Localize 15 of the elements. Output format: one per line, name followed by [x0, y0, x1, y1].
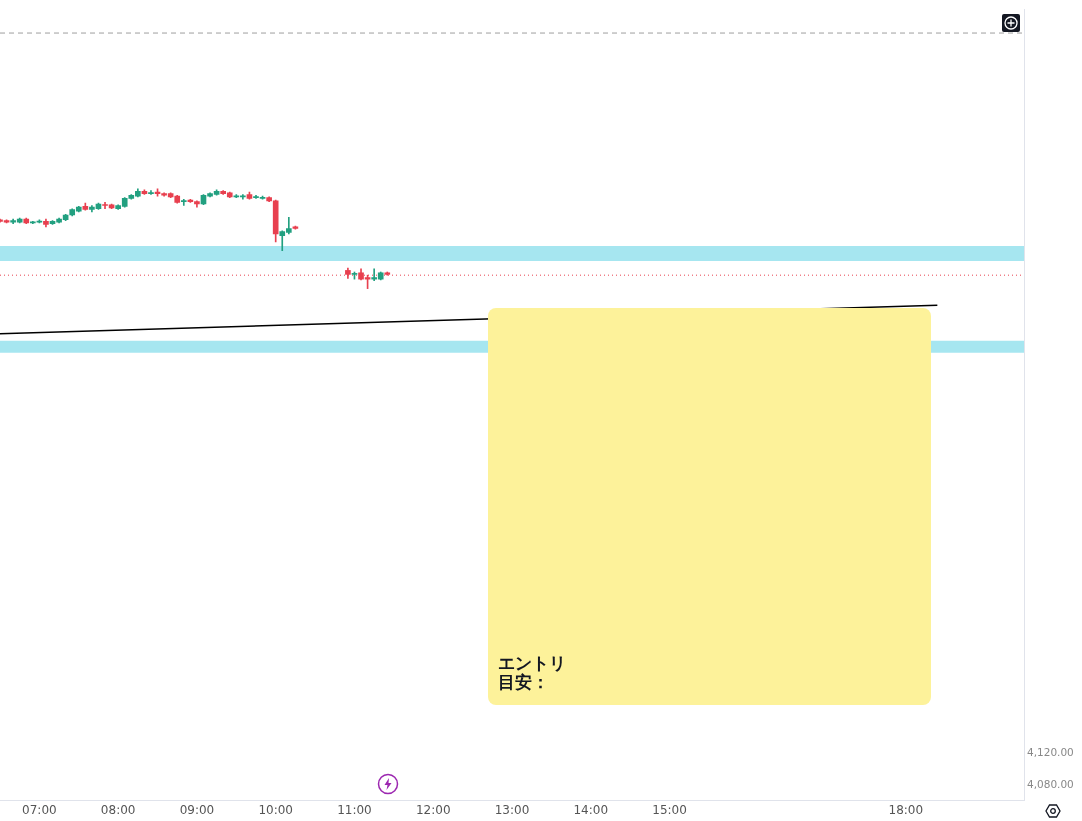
x-tick-label: 08:00: [100, 802, 136, 817]
annotation: 目安：: [498, 672, 550, 692]
x-tick-label: 10:00: [258, 802, 293, 817]
x-tick-label: 14:00: [573, 802, 609, 817]
x-tick-label: 13:00: [494, 802, 530, 817]
note-card: エントリ 目安：: [488, 308, 931, 705]
x-tick-label: 18:00: [888, 802, 924, 817]
y-tick-label: 4,080.00: [1027, 777, 1074, 790]
x-tick-label: 12:00: [415, 802, 451, 817]
annotation: エントリ: [498, 653, 567, 673]
x-tick-label: 11:00: [337, 802, 372, 817]
x-tick-label: 09:00: [179, 802, 215, 817]
y-tick-label: 4,120.00: [1027, 745, 1074, 758]
x-tick-label: 07:00: [22, 802, 57, 817]
x-tick-label: 15:00: [652, 802, 687, 817]
